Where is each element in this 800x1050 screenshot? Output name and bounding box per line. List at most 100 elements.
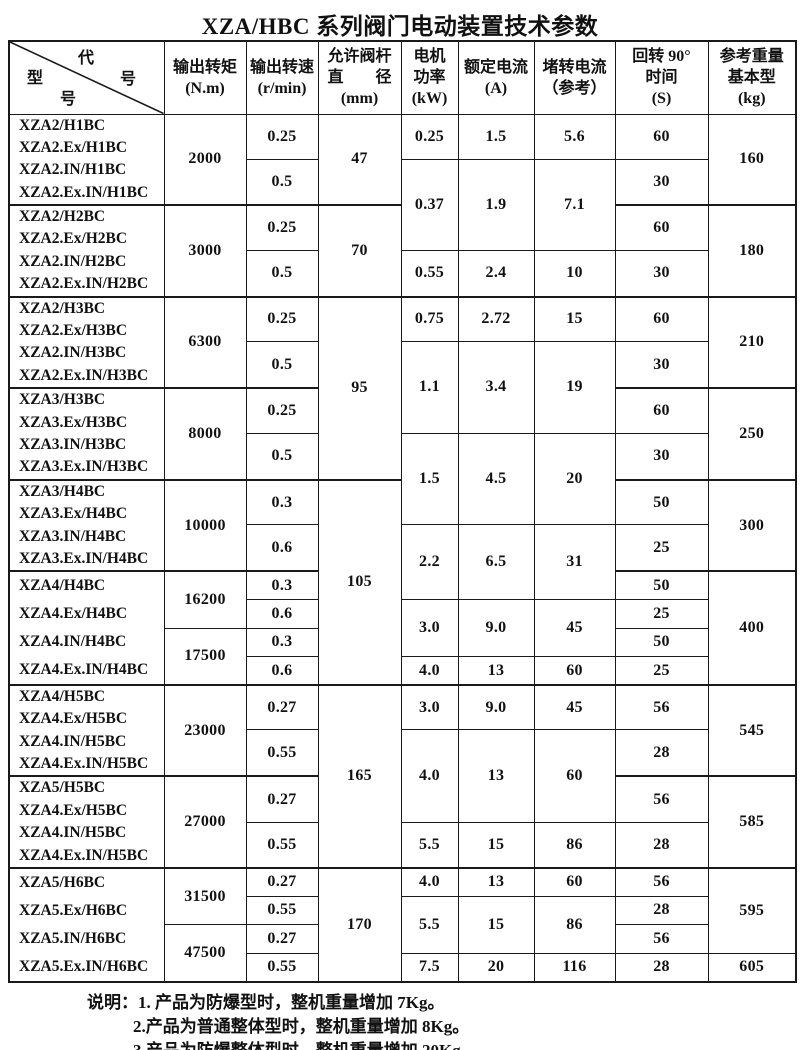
spec-table: 代 号 型 号 输出转矩 (N.m) 输出转速 (r/min) 允许阀杆直 径 (mm) 电…: [8, 40, 797, 983]
note-line-2: 2.产品为普通整体型时，整机重量增加 8Kg。: [133, 1016, 470, 1036]
cell-speed: 0.55: [245, 729, 319, 777]
note-line-3: 3.产品为防爆整体型时，整机重量增加 20Kg: [133, 1039, 800, 1050]
cell-torque: 23000: [163, 683, 247, 777]
cell-time: 28: [614, 729, 709, 777]
cell-speed: 0.3: [245, 627, 319, 658]
cell-time: 30: [614, 158, 709, 206]
diag-label-code-char1: 代: [78, 50, 95, 67]
cell-model: XZA4/H5BC XZA4.Ex/H5BC XZA4.IN/H5BC XZA4.Ex…: [8, 683, 165, 777]
cell-current: 3.4: [457, 341, 535, 434]
cell-torque: 27000: [163, 775, 247, 869]
page-title: XZA/HBC 系列阀门电动装置技术参数: [201, 14, 599, 39]
cell-weight: 160: [707, 113, 797, 206]
table-row-22: 0.55 7.5 20 116 28 605: [9, 953, 797, 983]
cell-power: 0.75: [400, 295, 459, 343]
cell-speed: 0.3: [245, 478, 319, 526]
cell-time: 25: [614, 524, 709, 572]
cell-time: 28: [614, 821, 709, 869]
cell-current: 15: [457, 821, 535, 869]
table-row-18: 0.55 5.5 15 86 28: [9, 821, 796, 869]
cell-power: 0.37: [400, 158, 459, 252]
cell-torque: 10000: [163, 478, 247, 572]
cell-speed: 0.5: [245, 432, 319, 481]
cell-power: 4.0: [400, 867, 459, 897]
cell-power: 2.2: [400, 524, 459, 600]
diag-label-model-char1: 型: [27, 70, 44, 87]
table-row-2: 0.5 0.37 1.9 7.1 30: [9, 158, 796, 252]
cell-dia: 47: [317, 113, 402, 206]
table-row-5: XZA2/H3BC XZA2.Ex/H3BC XZA2.IN/H3BC XZA2.Ex…: [8, 295, 797, 481]
cell-current: 1.5: [457, 113, 535, 160]
cell-torque: 17500: [163, 627, 247, 686]
table-row-10: 0.6 2.2 6.5 31 25: [9, 524, 796, 600]
cell-model: XZA5/H6BC XZA5.Ex/H6BC XZA5.IN/H6BC XZA5.Ex…: [8, 867, 165, 983]
table-row-4: 0.5 0.55 2.4 10 30: [9, 250, 796, 298]
column-header-current: 额定电流 (A): [457, 40, 535, 115]
column-header-time: 回转 90° 时间 (S): [614, 40, 709, 115]
cell-speed: 0.25: [245, 387, 319, 434]
cell-speed: 0.6: [245, 524, 319, 572]
cell-current: 15: [457, 895, 535, 955]
table-row-17: XZA5/H5BC XZA4.Ex/H5BC XZA4.IN/H5BC XZA4.Ex…: [8, 775, 797, 869]
cell-locked: 86: [533, 895, 616, 955]
cell-current: 13: [457, 867, 535, 897]
cell-speed: 0.27: [245, 775, 319, 823]
cell-time: 60: [614, 295, 709, 343]
notes-block: 说明：1. 产品为防爆型时，整机重量增加 7Kg。 2.产品为普通整体型时，整机…: [0, 991, 800, 1050]
note-item-1: 1. 产品为防爆型时，整机重量增加 7Kg。: [138, 992, 445, 1012]
cell-time: 25: [614, 598, 709, 629]
column-header-locked: 堵转电流 （参考）: [533, 40, 616, 115]
cell-locked: 60: [533, 729, 616, 823]
cell-locked: 86: [533, 821, 616, 869]
cell-locked: 20: [533, 432, 616, 526]
column-header-speed: 输出转速 (r/min): [245, 40, 319, 115]
cell-time: 60: [614, 204, 709, 252]
cell-weight: 605: [707, 953, 797, 983]
cell-speed: 0.3: [245, 570, 319, 600]
cell-time: 28: [614, 895, 709, 926]
cell-locked: 60: [533, 867, 616, 897]
cell-power: 5.5: [400, 821, 459, 869]
cell-time: 56: [614, 683, 709, 731]
cell-speed: 0.5: [245, 250, 319, 298]
cell-time: 30: [614, 250, 709, 298]
cell-model: XZA2/H3BC XZA2.Ex/H3BC XZA2.IN/H3BC XZA2.Ex…: [8, 295, 165, 389]
cell-weight: 400: [707, 570, 797, 686]
cell-speed: 0.6: [245, 656, 319, 686]
cell-speed: 0.25: [245, 204, 319, 252]
cell-model: XZA4/H4BC XZA4.Ex/H4BC XZA4.IN/H4BC XZA4.Ex…: [8, 570, 165, 686]
table-header-row: 代 号 型 号 输出转矩 (N.m) 输出转速 (r/min) 允许阀杆直 径 (mm) 电…: [8, 40, 797, 115]
cell-dia: 70: [317, 204, 402, 298]
column-header-model-code: 代 号 型 号: [8, 40, 165, 115]
cell-dia: 165: [317, 683, 402, 869]
cell-speed: 0.25: [245, 295, 319, 343]
cell-current: 1.9: [457, 158, 535, 252]
column-header-torque: 输出转矩 (N.m): [163, 40, 247, 115]
column-header-dia: 允许阀杆直 径 (mm): [317, 40, 402, 115]
table-row-6: 0.5 1.1 3.4 19 30: [9, 341, 796, 434]
table-row-3: XZA2/H2BC XZA2.Ex/H2BC XZA2.IN/H2BC XZA2.Ex…: [8, 204, 797, 298]
cell-power: 1.5: [400, 432, 459, 526]
table-row-1: XZA2/H1BC XZA2.Ex/H1BC XZA2.IN/H1BC XZA2.Ex…: [8, 113, 797, 206]
cell-time: 30: [614, 432, 709, 481]
cell-locked: 19: [533, 341, 616, 434]
cell-time: 56: [614, 924, 709, 955]
cell-power: 4.0: [400, 729, 459, 823]
cell-torque: 47500: [163, 924, 247, 983]
cell-weight: 180: [707, 204, 797, 298]
cell-speed: 0.25: [245, 113, 319, 160]
cell-dia: 95: [317, 295, 402, 481]
cell-locked: 45: [533, 598, 616, 658]
cell-model: XZA5/H5BC XZA4.Ex/H5BC XZA4.IN/H5BC XZA4.Ex…: [8, 775, 165, 869]
cell-time: 50: [614, 570, 709, 600]
diag-label-code-char2: 号: [120, 71, 137, 88]
note-line-1: 说明：1. 产品为防爆型时，整机重量增加 7Kg。: [87, 991, 800, 1015]
cell-power: 3.0: [400, 598, 459, 658]
cell-speed: 0.55: [245, 953, 319, 983]
notes-label: 说明：: [87, 992, 138, 1012]
cell-weight: 210: [707, 295, 797, 389]
cell-current: 20: [457, 953, 535, 983]
cell-current: 13: [457, 656, 535, 686]
cell-locked: 116: [533, 953, 616, 983]
